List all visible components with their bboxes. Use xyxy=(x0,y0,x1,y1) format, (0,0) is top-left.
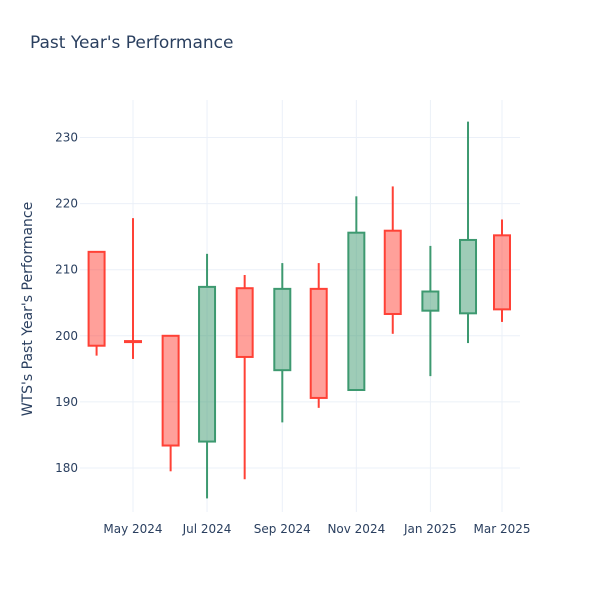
candlestick xyxy=(161,334,180,472)
chart-title: Past Year's Performance xyxy=(30,33,234,53)
x-tick-label: Mar 2025 xyxy=(474,522,531,536)
y-tick-label: 200 xyxy=(55,329,78,343)
candlestick xyxy=(198,253,217,499)
candle-body xyxy=(459,238,478,315)
y-tick-label: 190 xyxy=(55,395,78,409)
y-tick-label: 210 xyxy=(55,263,78,277)
candlestick xyxy=(309,263,328,408)
candlestick xyxy=(235,274,254,480)
candlestick xyxy=(124,218,142,359)
candle-body xyxy=(347,231,366,392)
y-axis-title: WTS's Past Year's Performance xyxy=(20,202,36,416)
candle-body xyxy=(87,250,106,347)
candlestick xyxy=(347,196,366,392)
x-tick-label: Nov 2024 xyxy=(327,522,385,536)
candlestick xyxy=(493,219,511,322)
x-tick-label: Jan 2025 xyxy=(403,522,457,536)
candle-body xyxy=(383,229,402,315)
x-tick-label: May 2024 xyxy=(103,522,162,536)
candle-body xyxy=(493,234,511,311)
y-tick-label: 230 xyxy=(55,131,78,145)
candlestick xyxy=(87,250,106,356)
y-tick-label: 220 xyxy=(55,197,78,211)
candle-body xyxy=(273,287,292,372)
candle-layer xyxy=(87,121,511,499)
tick-layer: 180 190 200 210 220 230 May 2024 Jul 2024 Sep 20… xyxy=(55,131,530,537)
candle-body xyxy=(124,340,142,344)
candlestick xyxy=(421,245,440,377)
candle-body xyxy=(198,285,217,443)
x-tick-label: Jul 2024 xyxy=(182,522,232,536)
candle-body xyxy=(421,290,440,312)
candlestick xyxy=(459,121,478,344)
candlestick xyxy=(383,186,402,334)
grid-layer xyxy=(80,100,520,512)
x-tick-label: Sep 2024 xyxy=(254,522,311,536)
candle-body xyxy=(235,287,254,358)
candle-body xyxy=(309,287,328,399)
y-tick-label: 180 xyxy=(55,461,78,475)
candlestick xyxy=(273,263,292,423)
candle-body xyxy=(161,334,180,447)
